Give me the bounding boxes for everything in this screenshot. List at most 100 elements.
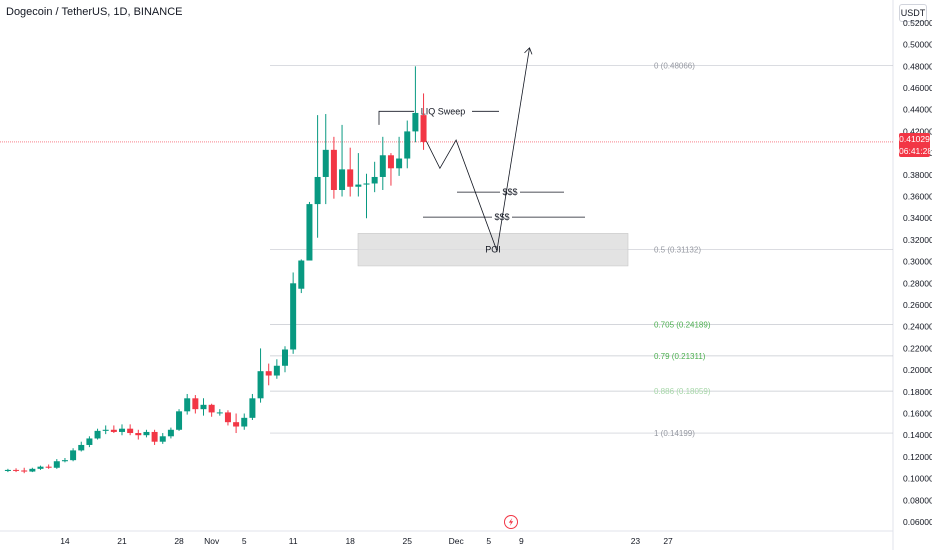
y-tick-label: 0.14000	[903, 430, 932, 440]
chart-title: Dogecoin / TetherUS, 1D, BINANCE	[6, 6, 183, 18]
candle	[282, 346, 288, 373]
candle	[330, 136, 337, 199]
candle	[200, 398, 207, 416]
candle	[176, 409, 183, 431]
candle	[29, 467, 36, 473]
candle	[21, 467, 28, 474]
candle-body	[176, 411, 183, 430]
candle	[379, 136, 386, 190]
candle	[208, 403, 215, 417]
candle	[224, 410, 231, 426]
y-tick-label: 0.30000	[903, 257, 932, 267]
candle	[45, 464, 52, 469]
candle-body	[379, 155, 386, 177]
y-tick-label: 0.50000	[903, 40, 932, 50]
x-tick-label: 5	[242, 536, 247, 546]
candle-body	[241, 417, 248, 427]
candle	[371, 161, 378, 193]
lightning-icon[interactable]	[504, 515, 518, 529]
y-tick-label: 0.10000	[903, 474, 932, 484]
candle	[396, 136, 403, 176]
candle-body	[396, 158, 403, 169]
candle	[61, 457, 68, 463]
candle	[151, 429, 158, 445]
candle-body	[192, 398, 199, 410]
candle-body	[86, 438, 93, 445]
candle-body	[420, 115, 427, 142]
x-tick-label: 5	[486, 536, 491, 546]
y-tick-label: 0.42000	[903, 126, 932, 136]
candle-body	[13, 469, 20, 471]
y-tick-label: 0.28000	[903, 278, 932, 288]
y-tick-label: 0.18000	[903, 387, 932, 397]
y-tick-label: 0.36000	[903, 192, 932, 202]
currency-button[interactable]: USDT	[899, 4, 927, 22]
x-axis: 14 21 28 Nov 5 11 18 25 Dec 5 9 23 27	[60, 536, 673, 546]
candle-body	[70, 450, 77, 461]
candle-body	[371, 176, 378, 184]
y-tick-label: 0.32000	[903, 235, 932, 245]
liq-sweep-line[interactable]	[378, 110, 414, 125]
candle-body	[290, 283, 297, 350]
candle-body	[127, 428, 134, 434]
candle	[273, 359, 280, 379]
y-tick-label: 0.12000	[903, 452, 932, 462]
candle-body	[159, 436, 166, 442]
x-tick-label: 23	[631, 536, 641, 546]
x-tick-label: Nov	[204, 536, 220, 546]
candle	[216, 409, 223, 416]
candle-body	[363, 183, 370, 185]
candle	[363, 173, 370, 219]
candle-body	[216, 412, 223, 414]
candle-body	[224, 412, 231, 423]
y-tick-label: 0.16000	[903, 409, 932, 419]
x-tick-label: 28	[174, 536, 184, 546]
candle	[4, 468, 11, 473]
candle	[420, 93, 427, 150]
y-tick-label: 0.34000	[903, 213, 932, 223]
candle	[290, 272, 297, 354]
fib-level-label: 0.5 (0.31132)	[654, 245, 701, 254]
candle-body	[167, 429, 174, 437]
fib-level-label: 0.705 (0.24189)	[654, 321, 711, 330]
x-tick-label: Dec	[449, 536, 465, 546]
candle-body	[355, 184, 362, 187]
y-axis: 0.06000 0.08000 0.10000 0.12000 0.14000 0.160…	[903, 18, 932, 527]
fib-retracement[interactable]: 0 (0.48066) 0.5 (0.31132) 0.705 (0.24189) 0…	[270, 62, 893, 438]
y-tick-label: 0.26000	[903, 300, 932, 310]
annotations[interactable]: POI LIQ Sweep $$$ $$$	[357, 47, 629, 267]
candle-body	[184, 398, 191, 412]
x-tick-label: 9	[519, 536, 524, 546]
candle-body	[273, 365, 280, 376]
x-tick-label: 11	[289, 536, 298, 546]
candle	[412, 66, 419, 143]
candle	[53, 459, 60, 469]
candle-body	[94, 430, 101, 439]
candle-body	[53, 461, 60, 468]
candles	[4, 66, 427, 474]
candle-body	[306, 204, 313, 261]
y-tick-label: 0.06000	[903, 517, 932, 527]
poi-zone[interactable]	[357, 233, 629, 267]
liq-sweep-label: LIQ Sweep	[421, 106, 466, 116]
candle	[37, 465, 44, 470]
projected-path-arrowhead	[524, 47, 533, 55]
projected-path[interactable]	[423, 47, 530, 253]
x-tick-label: 18	[345, 536, 355, 546]
candle	[339, 124, 346, 197]
candle-body	[322, 149, 329, 177]
fib-level-label: 0.79 (0.21311)	[654, 352, 706, 361]
candle	[184, 393, 191, 415]
y-tick-label: 0.44000	[903, 105, 932, 115]
candle	[306, 201, 313, 261]
y-tick-label: 0.48000	[903, 61, 932, 71]
y-tick-label: 0.38000	[903, 170, 932, 180]
candle	[119, 424, 125, 436]
candle	[127, 424, 134, 436]
candle-body	[265, 371, 272, 376]
candle	[192, 395, 199, 414]
candle-body	[347, 169, 354, 187]
x-tick-label: 27	[663, 536, 673, 546]
candle-body	[330, 149, 337, 190]
